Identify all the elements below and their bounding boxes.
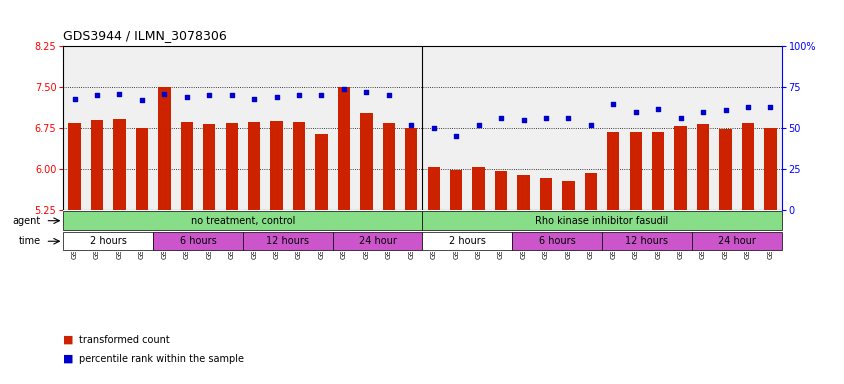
Point — [517, 117, 530, 123]
Point — [404, 122, 418, 128]
Point — [314, 92, 327, 98]
Point — [269, 94, 283, 100]
Point — [247, 96, 261, 102]
Bar — [601, 232, 691, 250]
Point — [135, 97, 149, 103]
Bar — [472, 167, 484, 210]
Point — [651, 106, 664, 112]
Text: ■: ■ — [63, 335, 78, 345]
Bar — [718, 129, 731, 210]
Point — [90, 92, 104, 98]
Bar — [63, 212, 422, 230]
Bar — [741, 123, 753, 210]
Point — [695, 109, 709, 115]
Bar — [315, 134, 327, 210]
Point — [381, 92, 395, 98]
Text: transformed count: transformed count — [78, 335, 169, 345]
Bar — [495, 171, 506, 210]
Bar — [629, 132, 641, 210]
Bar — [158, 87, 170, 210]
Bar — [584, 173, 597, 210]
Bar — [696, 124, 708, 210]
Bar — [450, 170, 462, 210]
Point — [561, 115, 575, 121]
Point — [471, 122, 484, 128]
Bar — [382, 123, 394, 210]
Point — [538, 115, 552, 121]
Bar — [561, 181, 574, 210]
Bar — [243, 232, 333, 250]
Point — [718, 107, 732, 113]
Bar — [181, 122, 192, 210]
Point — [225, 92, 238, 98]
Text: agent: agent — [13, 216, 41, 226]
Bar — [691, 232, 781, 250]
Bar — [63, 232, 153, 250]
Text: no treatment, control: no treatment, control — [191, 216, 295, 226]
Point — [68, 96, 81, 102]
Bar — [225, 123, 238, 210]
Bar — [68, 123, 81, 210]
Bar — [422, 212, 781, 230]
Point — [583, 122, 597, 128]
Text: 2 hours: 2 hours — [89, 236, 127, 246]
Bar — [606, 132, 619, 210]
Text: 12 hours: 12 hours — [266, 236, 309, 246]
Point — [628, 109, 641, 115]
Bar — [136, 128, 148, 210]
Bar — [113, 119, 126, 210]
Point — [426, 125, 440, 131]
Bar — [91, 120, 103, 210]
Point — [112, 91, 126, 97]
Bar — [427, 167, 440, 210]
Bar — [360, 113, 372, 210]
Bar — [247, 122, 260, 210]
Text: ■: ■ — [63, 354, 78, 364]
Point — [673, 115, 686, 121]
Point — [337, 86, 350, 92]
Bar — [674, 126, 686, 210]
Point — [158, 91, 171, 97]
Point — [292, 92, 306, 98]
Bar — [517, 175, 529, 210]
Text: 12 hours: 12 hours — [625, 236, 668, 246]
Text: 6 hours: 6 hours — [538, 236, 575, 246]
Point — [180, 94, 193, 100]
Bar — [338, 87, 349, 210]
Point — [494, 115, 507, 121]
Text: Rho kinase inhibitor fasudil: Rho kinase inhibitor fasudil — [535, 216, 668, 226]
Bar — [511, 232, 601, 250]
Point — [360, 89, 373, 95]
Point — [606, 101, 619, 107]
Bar — [404, 128, 417, 210]
Point — [740, 104, 754, 110]
Text: GDS3944 / ILMN_3078306: GDS3944 / ILMN_3078306 — [63, 29, 227, 42]
Bar — [539, 177, 551, 210]
Bar — [153, 232, 243, 250]
Bar — [270, 121, 283, 210]
Point — [449, 133, 463, 139]
Text: 6 hours: 6 hours — [180, 236, 216, 246]
Bar — [652, 132, 663, 210]
Point — [763, 104, 776, 110]
Text: 24 hour: 24 hour — [717, 236, 755, 246]
Bar — [293, 122, 305, 210]
Text: 24 hour: 24 hour — [358, 236, 396, 246]
Point — [203, 92, 216, 98]
Bar — [422, 232, 511, 250]
Text: 2 hours: 2 hours — [448, 236, 485, 246]
Bar — [203, 124, 215, 210]
Text: percentile rank within the sample: percentile rank within the sample — [78, 354, 243, 364]
Text: time: time — [19, 236, 41, 246]
Bar — [333, 232, 422, 250]
Bar — [763, 128, 776, 210]
